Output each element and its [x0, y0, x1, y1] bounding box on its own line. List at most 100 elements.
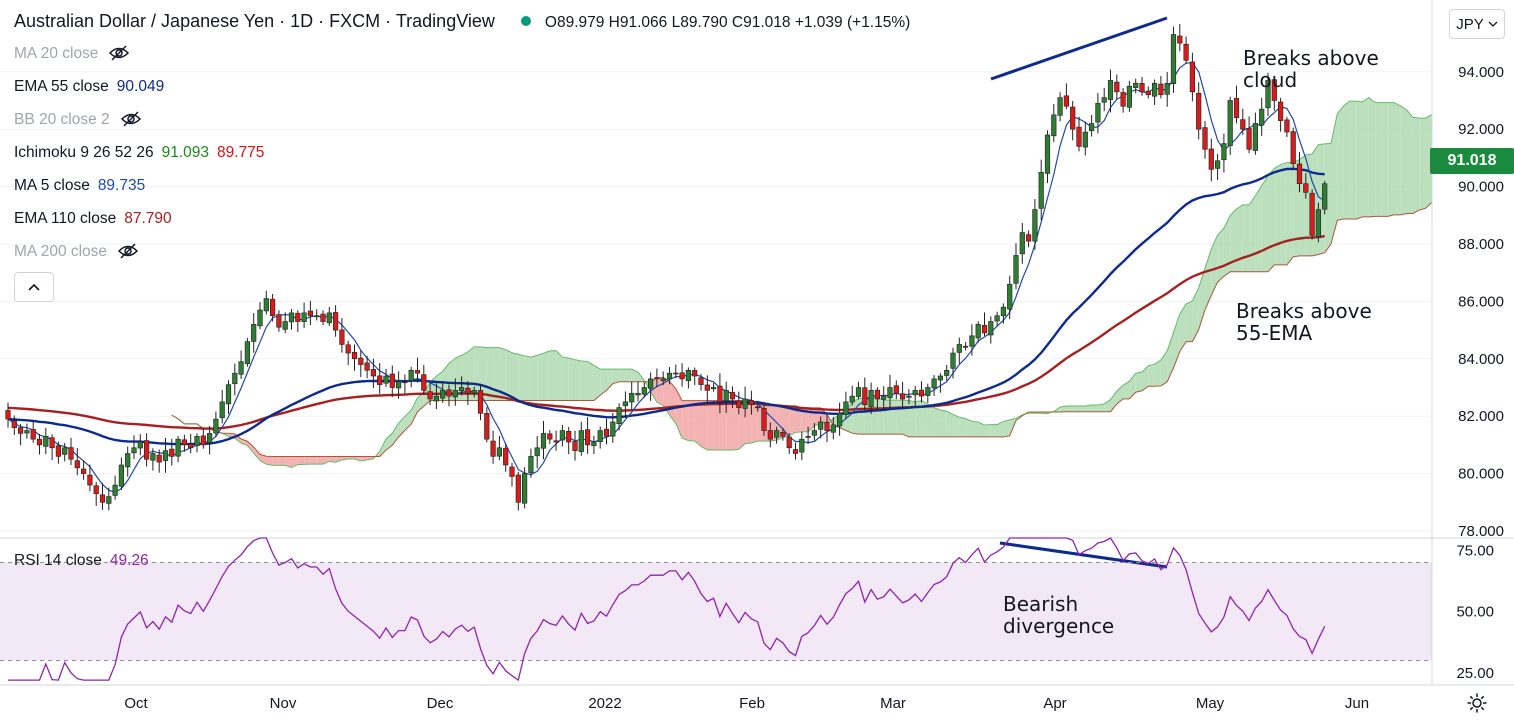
- legend-row[interactable]: MA 20 close: [14, 45, 130, 66]
- candle-body: [818, 421, 824, 430]
- collapse-legend-button[interactable]: [14, 272, 54, 302]
- candle-body: [761, 408, 767, 431]
- candle-body: [1152, 82, 1158, 97]
- candle-body: [1013, 255, 1019, 284]
- hidden-eye-icon[interactable]: [108, 45, 130, 66]
- cloud-segment: [1375, 102, 1382, 217]
- candle-body: [805, 435, 811, 438]
- candle: [994, 311, 1000, 327]
- candle: [194, 433, 200, 453]
- settings-gear-icon[interactable]: [1466, 692, 1488, 719]
- cloud-segment: [1368, 97, 1376, 217]
- candle: [1051, 103, 1057, 143]
- legend-row[interactable]: MA 5 close 89.735: [14, 177, 145, 195]
- hidden-eye-icon[interactable]: [117, 243, 139, 264]
- candle: [1233, 85, 1240, 124]
- candle: [219, 389, 225, 424]
- candle: [1196, 82, 1202, 140]
- candle-body: [1215, 160, 1221, 169]
- candle-body: [773, 430, 780, 438]
- cloud-segment: [562, 357, 569, 401]
- candle: [383, 368, 389, 387]
- cloud-segment: [782, 405, 790, 438]
- cloud-segment: [1097, 403, 1105, 412]
- candle-body: [1170, 34, 1177, 84]
- legend-value: 91.093: [161, 144, 210, 161]
- cloud-segment: [1142, 365, 1149, 391]
- candle-body: [307, 310, 314, 317]
- candle: [232, 363, 238, 396]
- cloud-segment: [537, 353, 544, 401]
- legend-value: 89.775: [217, 144, 265, 161]
- y-tick-label: 86.000: [1458, 293, 1504, 310]
- candle-body: [421, 374, 427, 391]
- candle-body: [836, 413, 843, 427]
- candle: [988, 316, 994, 344]
- ema55-line: [7, 167, 1325, 446]
- ma5-line: [7, 61, 1326, 494]
- candle: [351, 344, 358, 371]
- legend-row[interactable]: EMA 55 close 90.049: [14, 78, 164, 96]
- candle: [169, 438, 175, 466]
- candle: [944, 364, 950, 381]
- candle: [150, 448, 156, 471]
- candle: [162, 438, 169, 473]
- candle: [1170, 26, 1177, 93]
- candle: [1259, 97, 1265, 137]
- rsi-legend[interactable]: RSI 14 close 49.26: [14, 552, 149, 570]
- legend-label: MA 5 close: [14, 177, 90, 194]
- legend-row[interactable]: MA 200 close: [14, 243, 139, 264]
- candle: [1101, 87, 1107, 112]
- candle: [225, 380, 232, 414]
- candle-body: [622, 401, 628, 407]
- candle-body: [736, 400, 742, 408]
- candle: [1189, 52, 1195, 102]
- candle-body: [257, 309, 263, 327]
- candle-body: [370, 369, 377, 377]
- x-tick-label: 2022: [588, 695, 621, 712]
- candle-body: [43, 435, 49, 447]
- legend-row[interactable]: BB 20 close 2: [14, 111, 142, 132]
- cloud-segment: [1261, 175, 1268, 272]
- candle-body: [1196, 92, 1202, 130]
- ema110-line: [7, 235, 1325, 430]
- cloud-segment: [354, 456, 361, 462]
- candle: [540, 421, 547, 460]
- market-status-icon: [520, 16, 531, 26]
- currency-selector[interactable]: JPY: [1449, 9, 1505, 39]
- candle-body: [30, 429, 36, 440]
- candle: [547, 430, 553, 445]
- candle-body: [288, 312, 295, 323]
- candle-body: [49, 437, 55, 449]
- candle: [156, 449, 162, 473]
- candle: [1227, 96, 1233, 155]
- candle-body: [1233, 98, 1240, 119]
- cloud-segment: [241, 438, 248, 446]
- candle: [981, 312, 988, 336]
- cloud-segment: [518, 354, 525, 401]
- cloud-segment: [575, 359, 582, 401]
- candle-body: [144, 440, 150, 460]
- candle-body: [238, 361, 244, 375]
- candle: [326, 306, 332, 327]
- candle: [1177, 24, 1183, 52]
- cloud-segment: [543, 350, 550, 401]
- hidden-eye-icon[interactable]: [120, 111, 142, 132]
- rsi-tick-label: 25.00: [1456, 665, 1494, 682]
- y-tick-label: 82.000: [1458, 408, 1504, 425]
- candle: [471, 386, 477, 398]
- candle: [584, 417, 591, 454]
- cloud-segment: [1236, 204, 1243, 272]
- candle: [144, 433, 150, 467]
- candle-body: [465, 387, 471, 394]
- cloud-segment: [701, 400, 708, 450]
- candle-body: [610, 421, 616, 437]
- legend-row[interactable]: Ichimoku 9 26 52 26 91.093 89.775: [14, 144, 264, 162]
- legend-row[interactable]: EMA 110 close 87.790: [14, 210, 172, 228]
- candle-body: [1322, 183, 1328, 210]
- candle: [862, 377, 868, 411]
- candle: [175, 436, 181, 463]
- symbol-title[interactable]: Australian Dollar / Japanese Yen · 1D · …: [14, 11, 495, 31]
- candle: [55, 441, 61, 464]
